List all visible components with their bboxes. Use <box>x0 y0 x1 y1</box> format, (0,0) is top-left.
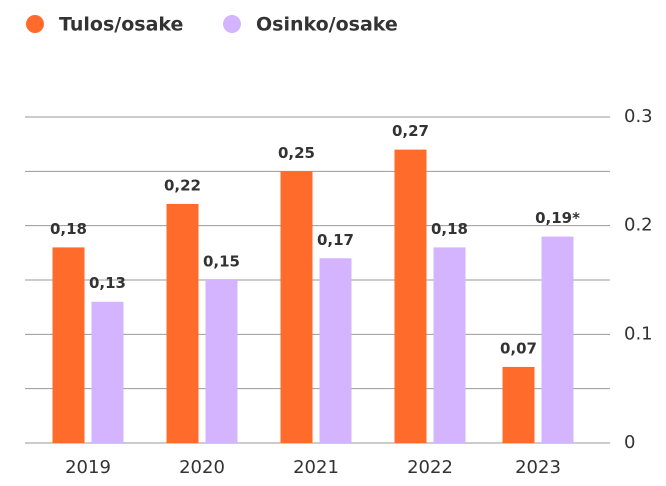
value-label: 0,15 <box>203 253 240 271</box>
value-label: 0,07 <box>500 339 537 357</box>
x-tick-label: 2023 <box>515 457 561 478</box>
y-tick-label: 0 <box>624 432 635 453</box>
bar <box>91 301 124 443</box>
bar <box>205 280 238 443</box>
legend-marker <box>26 15 44 33</box>
bar <box>433 247 466 443</box>
value-label: 0,13 <box>89 274 126 292</box>
legend-label: Osinko/osake <box>256 14 398 36</box>
value-label: 0,18 <box>431 220 468 238</box>
value-label: 0,25 <box>278 144 315 162</box>
bar <box>319 258 352 443</box>
bar <box>166 203 199 443</box>
value-label: 0,22 <box>164 176 201 194</box>
value-label: 0,18 <box>50 220 87 238</box>
y-tick-label: 0.1 <box>624 323 653 344</box>
legend-label: Tulos/osake <box>59 14 183 36</box>
x-tick-label: 2019 <box>65 457 111 478</box>
value-label: 0,17 <box>317 231 354 249</box>
bar <box>52 247 85 443</box>
legend-marker <box>223 15 241 33</box>
x-tick-label: 2020 <box>179 457 225 478</box>
value-label: 0,27 <box>392 122 429 140</box>
value-label: 0,19* <box>535 209 580 227</box>
bar <box>541 236 574 443</box>
x-tick-label: 2022 <box>407 457 453 478</box>
bar <box>280 171 313 444</box>
bar <box>502 366 535 443</box>
bar <box>394 149 427 443</box>
x-tick-label: 2021 <box>293 457 339 478</box>
y-tick-label: 0.3 <box>624 106 653 127</box>
y-tick-label: 0.2 <box>624 215 653 236</box>
